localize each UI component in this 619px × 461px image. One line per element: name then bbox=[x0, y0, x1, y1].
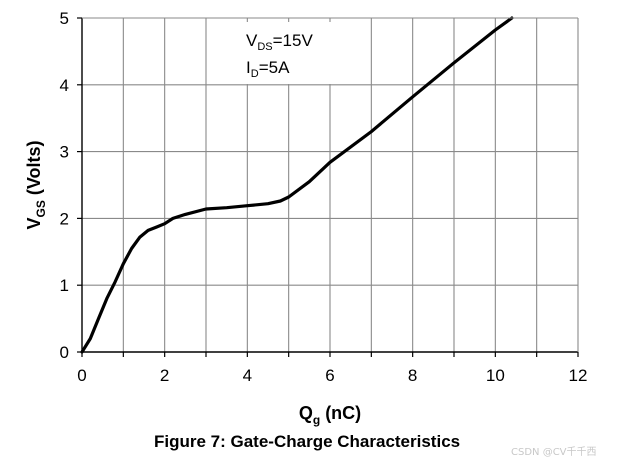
figure-caption: Figure 7: Gate-Charge Characteristics bbox=[154, 432, 461, 451]
y-axis-title-symbol: V bbox=[24, 218, 44, 230]
annotation-vds-value: =15V bbox=[273, 31, 314, 50]
y-tick-label: 4 bbox=[60, 76, 69, 95]
x-tick-label: 0 bbox=[77, 366, 86, 385]
y-tick-label: 1 bbox=[60, 276, 69, 295]
annotation-background bbox=[241, 22, 343, 84]
series-line-1 bbox=[80, 16, 514, 354]
y-tick-label: 0 bbox=[60, 343, 69, 362]
x-axis-title-unit: (nC) bbox=[320, 403, 361, 423]
x-tick-label: 6 bbox=[325, 366, 334, 385]
series-layer bbox=[80, 16, 514, 354]
x-tick-label: 2 bbox=[160, 366, 169, 385]
x-axis-title-symbol: Q bbox=[299, 403, 313, 423]
annotation-vds: VDS=15V bbox=[246, 31, 313, 53]
annotation-id: ID=5A bbox=[246, 58, 290, 80]
axes bbox=[77, 17, 579, 357]
y-tick-label: 2 bbox=[60, 209, 69, 228]
y-axis-title-subscript: GS bbox=[34, 200, 48, 217]
annotation-vds-subscript: DS bbox=[257, 41, 272, 53]
watermark-text: CSDN @CV千千西 bbox=[511, 447, 597, 458]
x-axis-title: Qg (nC) bbox=[299, 403, 361, 427]
x-tick-label: 8 bbox=[408, 366, 417, 385]
x-tick-label: 12 bbox=[569, 366, 588, 385]
y-axis-title: VGS (Volts) bbox=[24, 140, 48, 229]
annotation-id-subscript: D bbox=[251, 68, 259, 80]
annotation-id-value: =5A bbox=[259, 58, 290, 77]
y-tick-label: 3 bbox=[60, 143, 69, 162]
annotation-vds-symbol: V bbox=[246, 31, 258, 50]
x-tick-label: 10 bbox=[486, 366, 505, 385]
y-axis-title-unit: (Volts) bbox=[24, 140, 44, 200]
x-tick-label: 4 bbox=[243, 366, 252, 385]
y-tick-label: 5 bbox=[60, 9, 69, 28]
x-axis-title-subscript: g bbox=[313, 413, 320, 427]
annotation-id-symbol: I bbox=[246, 58, 251, 77]
annotation-box: VDS=15V ID=5A bbox=[241, 22, 343, 84]
